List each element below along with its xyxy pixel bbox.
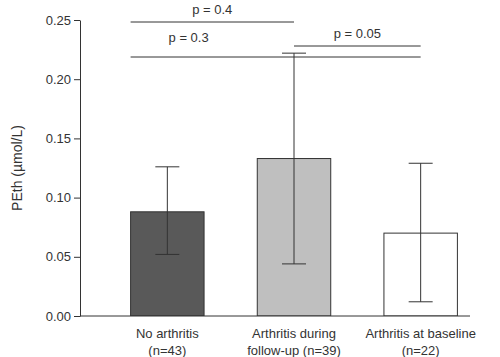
y-tick: 0.15	[46, 131, 80, 146]
x-tick-label: Arthritis during follow-up (n=39)	[247, 326, 341, 357]
x-tick: No arthritis (n=43)	[136, 316, 199, 357]
x-tick-label: Arthritis at baseline (n=22)	[365, 326, 476, 357]
error-bar-cap	[282, 263, 306, 264]
comparison-line	[294, 46, 421, 47]
y-tick-label: 0.10	[46, 190, 71, 205]
plot-area	[131, 53, 458, 316]
y-tick: 0.20	[46, 72, 80, 87]
x-tick-label-line: Arthritis at baseline	[365, 326, 476, 341]
comparison-label: p = 0.05	[334, 26, 381, 41]
y-tick-mark	[74, 316, 80, 317]
error-bar	[409, 163, 433, 302]
y-tick: 0.25	[46, 13, 80, 28]
x-axis-line	[80, 316, 470, 317]
y-tick: 0.00	[46, 309, 80, 324]
error-bar-stem	[420, 163, 421, 302]
comparison-line	[131, 57, 421, 58]
y-axis-line	[80, 21, 81, 317]
x-tick-label-line: follow-up (n=39)	[247, 343, 341, 357]
x-tick-label: No arthritis (n=43)	[136, 326, 199, 357]
x-tick-label-line: (n=43)	[148, 343, 186, 357]
error-bar-stem	[294, 53, 295, 264]
y-tick: 0.05	[46, 249, 80, 264]
error-bar-stem	[167, 167, 168, 255]
y-tick: 0.10	[46, 190, 80, 205]
y-tick-mark	[74, 138, 80, 139]
error-bar-cap	[155, 166, 179, 167]
x-tick: Arthritis at baseline (n=22)	[365, 316, 476, 357]
y-tick-mark	[74, 79, 80, 80]
error-bar	[155, 167, 179, 255]
x-tick-label-line: Arthritis during	[252, 326, 336, 341]
y-tick-mark	[74, 198, 80, 199]
y-tick-label: 0.25	[46, 13, 71, 28]
y-tick-mark	[74, 257, 80, 258]
y-tick-label: 0.05	[46, 249, 71, 264]
comparison-label: p = 0.4	[192, 2, 232, 17]
error-bar	[282, 53, 306, 264]
error-bar-cap	[155, 254, 179, 255]
chart: 0.00 0.05 0.10 0.15 0.20 0.25 PEth (µmol/L) No …	[0, 0, 500, 357]
x-tick-label-line: No arthritis	[136, 326, 199, 341]
y-tick-label: 0.20	[46, 72, 71, 87]
error-bar-cap	[409, 163, 433, 164]
y-tick-mark	[74, 20, 80, 21]
comparison-line	[131, 22, 294, 23]
error-bar-cap	[282, 53, 306, 54]
y-tick-label: 0.00	[46, 309, 71, 324]
x-tick-label-line: (n=22)	[402, 343, 440, 357]
y-axis-title: PEth (µmol/L)	[9, 125, 25, 211]
x-tick: Arthritis during follow-up (n=39)	[247, 316, 341, 357]
error-bar-cap	[409, 301, 433, 302]
comparison-label: p = 0.3	[169, 30, 209, 45]
y-axis: 0.00 0.05 0.10 0.15 0.20 0.25	[46, 13, 81, 324]
y-tick-label: 0.15	[46, 131, 71, 146]
x-axis: No arthritis (n=43) Arthritis during follow…	[80, 316, 476, 357]
